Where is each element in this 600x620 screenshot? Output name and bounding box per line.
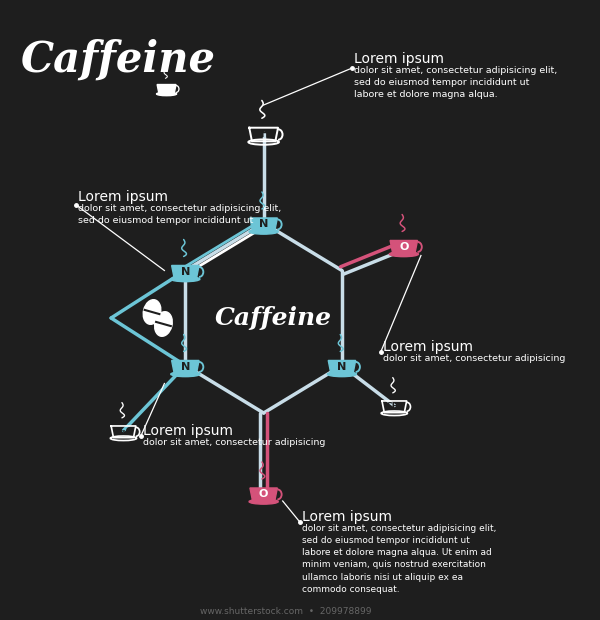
Text: dolor sit amet, consectetur adipisicing elit,
sed do eiusmod tempor incididunt u: dolor sit amet, consectetur adipisicing … [354,66,557,99]
Text: dolor sit amet, consectetur adipisicing: dolor sit amet, consectetur adipisicing [143,438,325,447]
Ellipse shape [143,299,161,324]
Polygon shape [172,265,199,278]
Polygon shape [250,488,277,501]
Ellipse shape [155,312,172,336]
Text: N: N [181,361,190,371]
Ellipse shape [249,499,278,504]
Polygon shape [157,84,176,94]
Polygon shape [172,360,199,373]
Text: Caffeine: Caffeine [215,306,332,330]
Text: N: N [181,267,190,277]
Ellipse shape [249,229,278,234]
Text: www.shutterstock.com  •  209978899: www.shutterstock.com • 209978899 [200,608,371,616]
Polygon shape [250,218,277,231]
Text: Lorem ipsum: Lorem ipsum [78,190,168,204]
Text: dolor sit amet, consectetur adipisicing elit,
sed do eiusmod tempor incididunt u: dolor sit amet, consectetur adipisicing … [302,524,496,594]
Text: H₃C: H₃C [115,427,133,436]
Ellipse shape [328,371,356,377]
Text: CH₃: CH₃ [253,129,274,140]
Polygon shape [328,360,356,373]
Text: O: O [259,489,268,499]
Text: Lorem ipsum: Lorem ipsum [383,340,473,354]
Ellipse shape [171,371,200,377]
Text: Lorem ipsum: Lorem ipsum [354,52,444,66]
Text: N: N [259,219,268,229]
Text: dolor sit amet, consectetur adipisicing: dolor sit amet, consectetur adipisicing [383,354,565,363]
Text: Caffeine: Caffeine [21,39,216,81]
Text: Lorem ipsum: Lorem ipsum [302,510,392,524]
Ellipse shape [389,252,418,257]
Text: CH₃: CH₃ [385,402,403,411]
Ellipse shape [171,277,200,281]
Text: O: O [399,242,409,252]
Text: N: N [337,361,347,371]
Text: dolor sit amet, consectetur adipisicing elit,
sed do eiusmod tempor incididunt u: dolor sit amet, consectetur adipisicing … [78,204,281,225]
Polygon shape [390,241,418,254]
Text: Lorem ipsum: Lorem ipsum [143,424,233,438]
Ellipse shape [157,92,176,95]
